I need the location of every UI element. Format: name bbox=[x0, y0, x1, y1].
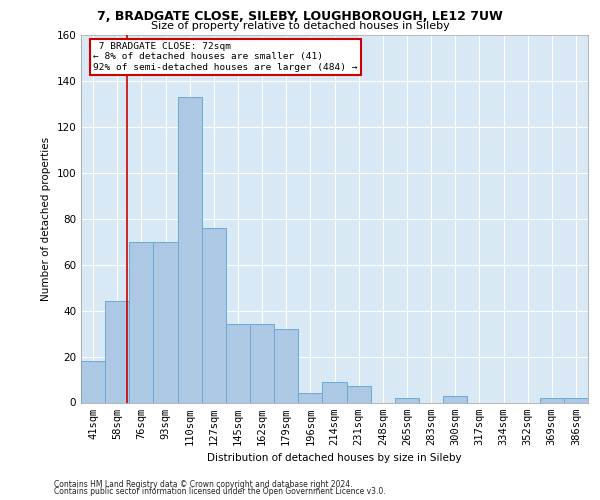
Bar bbox=[347, 386, 371, 402]
Bar bbox=[274, 329, 298, 402]
Bar bbox=[226, 324, 250, 402]
Bar bbox=[129, 242, 154, 402]
Bar bbox=[322, 382, 347, 402]
Bar bbox=[443, 396, 467, 402]
Bar bbox=[395, 398, 419, 402]
Bar bbox=[105, 302, 129, 402]
Bar bbox=[564, 398, 588, 402]
Bar bbox=[178, 97, 202, 402]
Text: Size of property relative to detached houses in Sileby: Size of property relative to detached ho… bbox=[151, 21, 449, 31]
Bar bbox=[154, 242, 178, 402]
Bar bbox=[202, 228, 226, 402]
X-axis label: Distribution of detached houses by size in Sileby: Distribution of detached houses by size … bbox=[207, 453, 462, 463]
Bar bbox=[81, 361, 105, 403]
Text: 7 BRADGATE CLOSE: 72sqm
← 8% of detached houses are smaller (41)
92% of semi-det: 7 BRADGATE CLOSE: 72sqm ← 8% of detached… bbox=[93, 42, 358, 72]
Y-axis label: Number of detached properties: Number of detached properties bbox=[41, 136, 51, 301]
Text: Contains HM Land Registry data © Crown copyright and database right 2024.: Contains HM Land Registry data © Crown c… bbox=[54, 480, 353, 489]
Bar bbox=[540, 398, 564, 402]
Bar bbox=[250, 324, 274, 402]
Text: 7, BRADGATE CLOSE, SILEBY, LOUGHBOROUGH, LE12 7UW: 7, BRADGATE CLOSE, SILEBY, LOUGHBOROUGH,… bbox=[97, 10, 503, 23]
Bar bbox=[298, 394, 322, 402]
Text: Contains public sector information licensed under the Open Government Licence v3: Contains public sector information licen… bbox=[54, 487, 386, 496]
